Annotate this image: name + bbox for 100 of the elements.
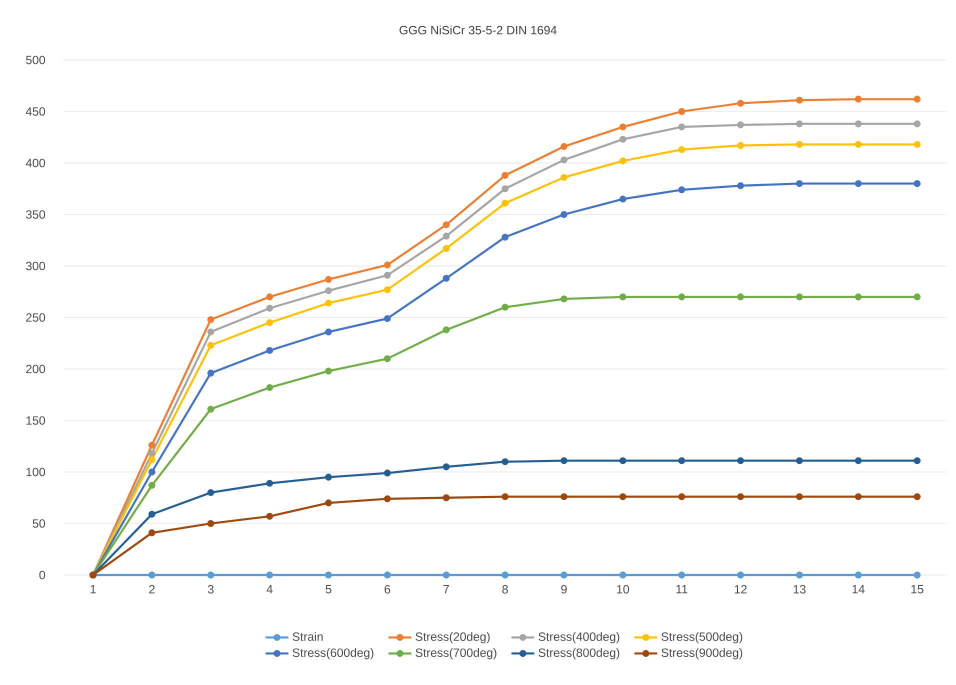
point [854,120,862,128]
point [266,304,274,312]
point [207,489,214,496]
point [796,180,803,188]
point [737,100,744,107]
x-tick-label: 12 [734,585,747,594]
point [796,457,803,464]
x-tick-label: 7 [444,585,449,594]
point [266,512,274,520]
x-tick-label: 1 [90,585,96,594]
point [854,96,862,103]
x-tick-label: 9 [561,585,567,594]
y-tick-label: 50 [32,519,46,528]
point [207,316,214,324]
point [678,146,686,154]
point [678,186,686,194]
point [502,572,509,578]
point [207,328,214,336]
point [207,342,214,349]
point [560,143,568,150]
point [502,304,509,311]
x-tick-label: 14 [852,585,865,594]
point [914,120,921,128]
x-tick-label: 10 [617,585,630,594]
point [796,493,803,500]
point [560,174,568,181]
y-tick-label: 400 [26,158,46,168]
point [914,96,921,103]
point [619,136,626,143]
point [442,232,450,240]
x-tick-label: 2 [149,585,155,594]
point [560,295,568,302]
point [914,140,921,148]
point [442,326,450,334]
point [148,482,156,489]
point [796,140,803,148]
point [266,293,274,300]
point [560,156,568,164]
point [619,457,626,464]
point [442,572,450,578]
point [914,572,921,578]
point [148,529,156,536]
x-tick-label: 11 [676,585,688,594]
y-tick-label: 100 [26,468,46,476]
point [384,470,391,476]
point [502,172,509,179]
point [148,468,156,476]
point [678,293,686,300]
y-tick-label: 500 [26,56,46,64]
legend-label: Stress(600deg) [292,648,374,660]
point [266,319,274,326]
point [148,572,156,578]
legend-label: Stress(800deg) [538,648,620,660]
point [384,286,391,294]
point [619,572,626,578]
point [619,196,626,203]
point [325,572,332,578]
point [737,293,744,300]
point [266,384,274,392]
point [854,457,862,464]
legend-label: Stress(400deg) [538,632,620,644]
x-tick-label: 3 [208,585,214,594]
point [502,185,509,192]
x-tick-label: 4 [266,585,273,594]
point [619,293,626,300]
legend-label: Stress(900deg) [661,648,742,660]
point [854,293,862,300]
point [737,142,744,149]
point [207,370,214,377]
point [325,300,332,307]
point [678,572,686,578]
point [914,493,921,500]
point [619,157,626,164]
point [442,245,450,252]
y-tick-label: 350 [26,210,46,219]
point [442,463,450,470]
point [266,572,274,578]
point [207,572,214,578]
point [325,287,332,294]
point [796,96,803,104]
legend-label: Strain [292,632,323,641]
point [325,474,332,481]
point [502,493,509,500]
point [854,180,862,188]
y-tick-label: 300 [26,262,46,270]
point [442,221,450,228]
point [737,457,744,464]
point [737,121,744,128]
point [619,493,626,500]
point [502,458,509,466]
point [384,355,391,362]
x-tick-label: 8 [502,585,508,594]
point [384,572,391,578]
point [207,520,214,527]
point [148,456,156,464]
point [796,293,803,300]
legend-label: Stress(700deg) [416,648,496,660]
point [442,494,450,502]
point [678,457,686,464]
point [266,346,274,354]
